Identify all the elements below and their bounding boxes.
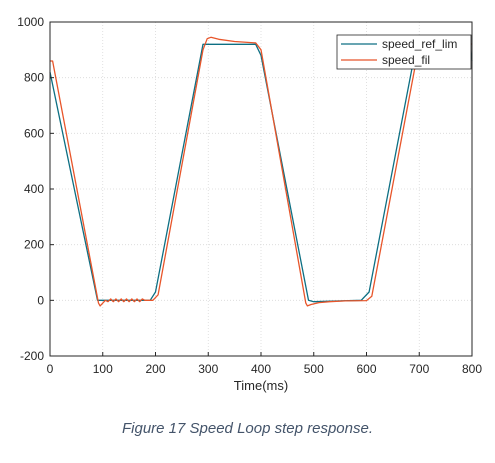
figure-caption: Figure 17 Speed Loop step response. [121,420,373,437]
legend: speed_ref_lim speed_fil [336,34,472,70]
x-tick-label: 600 [356,362,376,376]
y-tick-label: -200 [20,349,44,363]
y-tick-label: 400 [24,182,44,196]
y-tick-label: 200 [24,238,44,252]
x-axis-label: Time(ms) [234,378,288,393]
grid [50,22,472,356]
y-tick-label: 800 [24,71,44,85]
series-line-speed-fil [50,36,473,307]
x-tick-label: 300 [198,362,218,376]
legend-box [336,34,472,70]
ticks: 0 100 200 300 400 500 600 700 800-20002004006008… [17,15,482,376]
legend-label-speed-fil: speed_fil [382,53,430,67]
x-tick-label: 800 [462,362,482,376]
x-tick-label: 0 [47,362,54,376]
speed-loop-chart: 0 100 200 300 400 500 600 700 800-20002004006008… [17,15,482,393]
x-tick-label: 100 [93,362,113,376]
x-tick-label: 700 [409,362,429,376]
y-tick-label: 1000 [17,15,44,29]
x-tick-label: 400 [251,362,271,376]
series-layer [49,36,473,307]
legend-label-speed-ref-lim: speed_ref_lim [382,37,457,51]
y-tick-label: 600 [24,126,44,140]
x-tick-label: 200 [145,362,165,376]
x-tick-label: 500 [304,362,324,376]
y-tick-label: 0 [37,293,44,307]
